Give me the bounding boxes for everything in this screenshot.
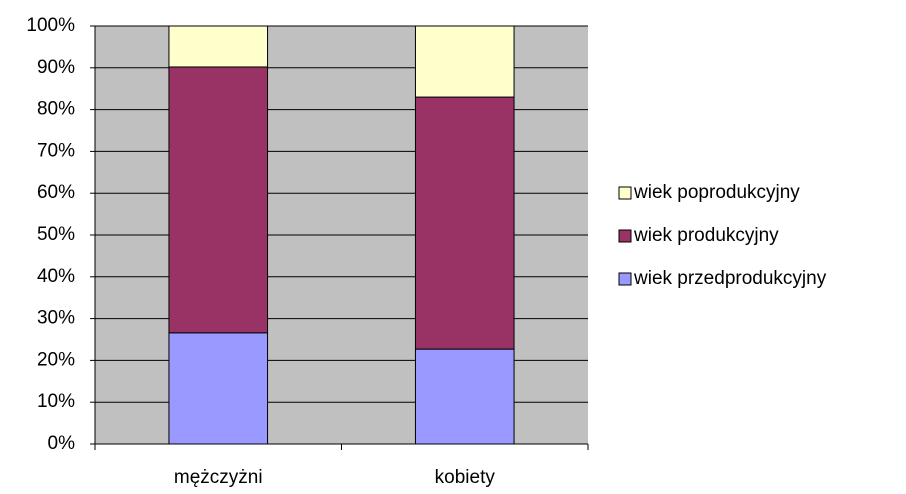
y-tick-label: 60% [37, 182, 75, 203]
y-tick-label: 10% [37, 391, 75, 412]
legend-swatch [618, 272, 632, 286]
bar-segment [414, 96, 515, 350]
legend-swatch [618, 186, 632, 200]
y-tick-label: 40% [37, 266, 75, 287]
x-tick-label: kobiety [435, 467, 496, 488]
y-tick-label: 90% [37, 57, 75, 78]
bar-segment [414, 25, 515, 98]
bar-segment [414, 348, 515, 445]
bar-segment [168, 25, 269, 68]
y-tick-label: 20% [37, 349, 75, 370]
y-tick-label: 50% [37, 224, 75, 245]
legend-swatch [618, 229, 632, 243]
legend-label: wiek przedprodukcyjny [633, 268, 827, 289]
x-tick-label: mężczyżni [174, 467, 263, 488]
bar-segment [168, 66, 269, 334]
y-tick-label: 0% [48, 433, 76, 454]
y-tick-label: 30% [37, 308, 75, 329]
legend-label: wiek produkcyjny [633, 225, 779, 246]
bar-segment [168, 332, 269, 445]
legend-label: wiek poprodukcyjny [633, 182, 800, 203]
y-tick-label: 70% [37, 140, 75, 161]
y-tick-label: 80% [37, 99, 75, 120]
y-tick-label: 100% [26, 15, 75, 36]
